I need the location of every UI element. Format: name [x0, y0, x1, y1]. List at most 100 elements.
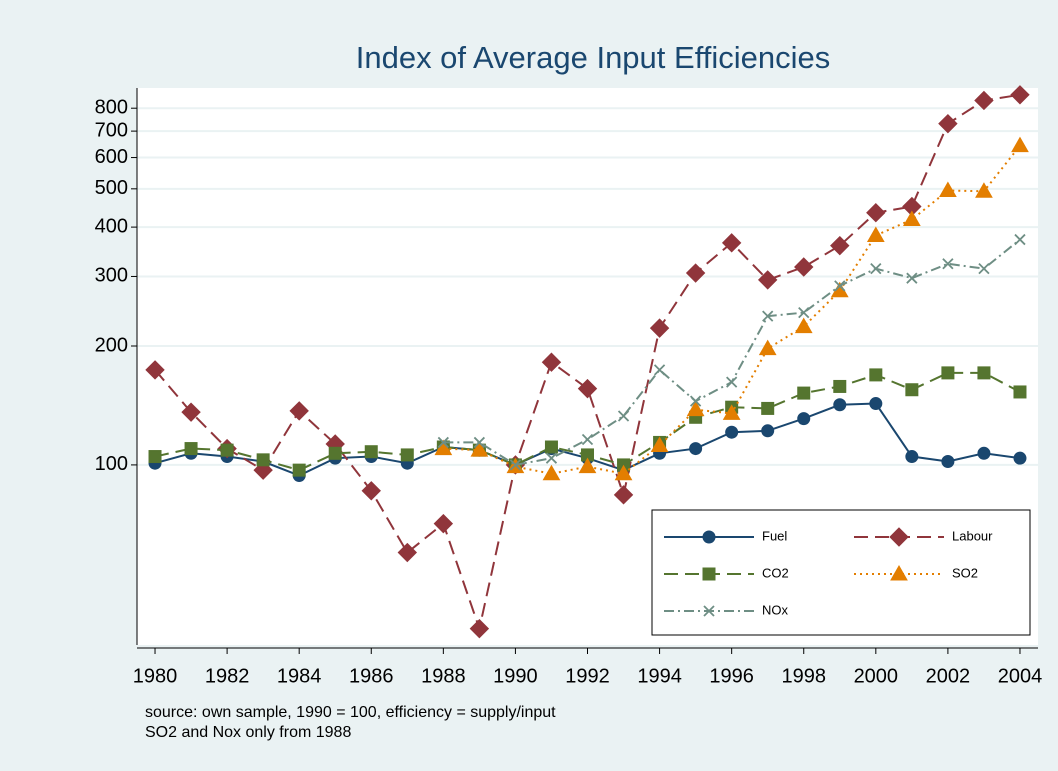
- marker: [977, 366, 991, 380]
- marker: [870, 262, 882, 275]
- x-tick-label: 1998: [781, 665, 826, 687]
- marker: [902, 210, 921, 227]
- marker: [437, 436, 449, 449]
- marker: [761, 401, 775, 415]
- marker: [702, 530, 716, 544]
- marker: [581, 433, 594, 446]
- marker: [866, 203, 886, 223]
- y-tick-label: 200: [95, 334, 128, 356]
- marker: [292, 463, 306, 477]
- marker: [256, 453, 270, 467]
- x-tick-label: 1990: [493, 665, 538, 687]
- x-tick-label: 1984: [277, 665, 322, 687]
- marker: [545, 452, 558, 464]
- x-tick-label: 1980: [133, 665, 178, 687]
- marker: [722, 404, 741, 420]
- marker: [470, 441, 489, 457]
- marker: [942, 258, 954, 270]
- marker: [649, 318, 670, 338]
- marker: [726, 376, 738, 388]
- marker: [941, 366, 955, 380]
- marker: [975, 182, 993, 198]
- marker: [689, 442, 703, 456]
- marker: [364, 445, 378, 459]
- marker: [941, 455, 955, 469]
- y-tick-label: 800: [95, 96, 128, 118]
- x-tick-label: 1982: [205, 665, 250, 687]
- marker: [905, 450, 919, 464]
- marker: [761, 424, 775, 438]
- x-tick-label: 2002: [926, 665, 971, 687]
- marker: [833, 379, 847, 393]
- marker: [145, 360, 165, 380]
- y-tick-label: 400: [95, 215, 128, 237]
- marker: [541, 352, 562, 372]
- marker: [869, 397, 883, 411]
- marker: [889, 527, 909, 547]
- marker: [869, 368, 883, 382]
- marker: [939, 181, 957, 198]
- marker: [905, 383, 919, 397]
- marker: [890, 564, 908, 581]
- marker: [542, 464, 561, 481]
- marker: [1010, 85, 1030, 105]
- y-tick-label: 500: [95, 177, 128, 199]
- marker: [1011, 136, 1029, 153]
- x-tick-label: 1996: [709, 665, 754, 687]
- x-tick-label: 1988: [421, 665, 466, 687]
- marker: [617, 410, 630, 422]
- y-tick-label: 300: [95, 265, 128, 287]
- marker: [797, 412, 811, 426]
- marker: [578, 457, 597, 474]
- marker: [653, 364, 666, 376]
- marker: [181, 402, 201, 422]
- marker: [834, 280, 846, 292]
- marker: [1013, 385, 1027, 399]
- marker: [833, 398, 847, 412]
- marker: [469, 618, 490, 639]
- marker: [613, 485, 634, 505]
- marker: [361, 481, 381, 501]
- x-tick-label: 2000: [854, 665, 899, 687]
- note: SO2 and Nox only from 1988: [145, 724, 351, 741]
- marker: [397, 542, 418, 563]
- marker: [938, 113, 958, 134]
- legend-label: Fuel: [762, 528, 787, 543]
- marker: [577, 378, 598, 399]
- x-tick-label: 1992: [565, 665, 610, 687]
- marker: [974, 90, 994, 111]
- marker: [473, 436, 486, 449]
- marker: [703, 605, 715, 617]
- marker: [220, 443, 234, 457]
- marker: [1013, 451, 1027, 465]
- marker: [758, 339, 777, 356]
- legend-label: NOx: [762, 602, 789, 617]
- marker: [977, 446, 991, 460]
- marker: [433, 513, 454, 534]
- marker: [798, 306, 810, 319]
- marker: [702, 567, 716, 581]
- marker: [797, 386, 811, 400]
- marker: [685, 263, 706, 283]
- marker: [400, 448, 414, 462]
- marker: [289, 401, 309, 421]
- marker: [762, 310, 774, 322]
- marker: [650, 436, 669, 452]
- marker: [686, 400, 705, 417]
- marker: [794, 257, 814, 277]
- marker: [866, 226, 885, 242]
- y-tick-label: 600: [95, 146, 128, 168]
- legend-label: SO2: [952, 565, 978, 580]
- marker: [906, 272, 918, 284]
- marker: [328, 446, 342, 460]
- marker: [544, 440, 558, 454]
- marker: [757, 270, 778, 290]
- marker: [509, 459, 522, 471]
- chart-title: Index of Average Input Efficiencies: [356, 40, 831, 75]
- y-tick-label: 100: [95, 453, 128, 475]
- marker: [689, 395, 702, 407]
- x-tick-label: 1986: [349, 665, 394, 687]
- x-tick-label: 1994: [637, 665, 682, 687]
- marker: [725, 425, 739, 439]
